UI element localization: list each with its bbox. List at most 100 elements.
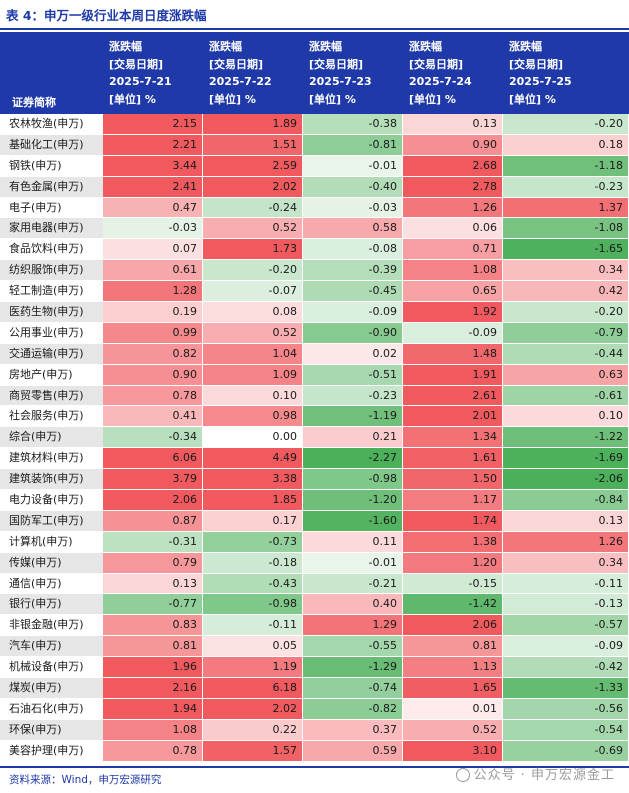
industry-name: 公用事业(申万) — [9, 325, 84, 339]
table-row: 煤炭(申万) 2.16 6.18 -0.74 1.65 -1.33 — [0, 678, 629, 699]
change-cell: -0.15 — [403, 573, 502, 594]
change-cell: -1.65 — [503, 239, 628, 260]
change-cell: 1.09 — [203, 364, 302, 385]
change-cell: 0.13 — [103, 573, 202, 594]
table-body: 农林牧渔(申万) 2.15 1.89 -0.38 0.13 -0.20 基础化工(申万) 2.… — [0, 114, 629, 762]
change-cell: 0.41 — [103, 406, 202, 427]
table-row: 国防军工(申万) 0.87 0.17 -1.60 1.74 0.13 — [0, 510, 629, 532]
change-cell: 0.78 — [103, 740, 202, 761]
column-header-line: [单位] % — [409, 92, 456, 106]
industry-name: 环保(申万) — [0, 719, 103, 740]
change-cell: 0.06 — [403, 218, 502, 239]
industry-name: 社会服务(申万) — [9, 409, 84, 423]
change-cell: -0.42 — [503, 657, 628, 678]
change-cell: 2.02 — [203, 698, 302, 719]
change-cell: -0.23 — [303, 385, 402, 406]
change-cell: -0.13 — [503, 594, 628, 615]
industry-name: 汽车(申万) — [0, 636, 103, 657]
change-cell: -1.29 — [303, 657, 402, 678]
bottom-rule — [0, 766, 629, 768]
change-cell: -0.20 — [503, 302, 628, 322]
change-cell: 0.08 — [203, 302, 302, 322]
change-cell: 1.04 — [203, 343, 302, 364]
change-cell: -0.38 — [303, 114, 402, 134]
industry-name: 钢铁(申万) — [9, 158, 62, 172]
change-cell: 1.51 — [203, 134, 302, 155]
change-cell: 0.42 — [503, 281, 628, 302]
change-cell: 1.34 — [403, 427, 502, 448]
industry-name: 电子(申万) — [9, 200, 62, 214]
change-cell: -0.34 — [103, 427, 202, 448]
industry-name: 有色金属(申万) — [0, 176, 103, 197]
change-cell: 0.05 — [203, 636, 302, 657]
change-cell: 0.63 — [503, 364, 628, 385]
table-row: 传媒(申万) 0.79 -0.18 -0.01 1.20 0.34 — [0, 552, 629, 574]
change-cell: 0.22 — [203, 719, 302, 740]
change-cell: 0.82 — [103, 343, 202, 364]
change-cell: -0.69 — [503, 740, 628, 761]
change-cell: -2.27 — [303, 448, 402, 469]
industry-name: 电力设备(申万) — [9, 493, 84, 507]
change-cell: 1.29 — [303, 615, 402, 636]
table-row: 交通运输(申万) 0.82 1.04 0.02 1.48 -0.44 — [0, 343, 629, 365]
industry-name: 国防军工(申万) — [0, 510, 103, 531]
change-cell: -0.18 — [203, 552, 302, 573]
column-header-line: [单位] % — [509, 92, 556, 106]
change-cell: 1.61 — [403, 448, 502, 469]
change-cell: 0.87 — [103, 510, 202, 531]
industry-name: 非银金融(申万) — [9, 618, 84, 632]
column-header-line: [单位] % — [309, 92, 356, 106]
change-cell: 2.06 — [103, 490, 202, 510]
change-cell: 0.98 — [203, 406, 302, 427]
change-cell: -0.73 — [203, 531, 302, 552]
industry-name: 轻工制造(申万) — [9, 284, 84, 298]
industry-name: 交通运输(申万) — [0, 343, 103, 364]
change-cell: 2.21 — [103, 134, 202, 155]
table-row: 轻工制造(申万) 1.28 -0.07 -0.45 0.65 0.42 — [0, 281, 629, 302]
change-cell: -0.51 — [303, 364, 402, 385]
change-cell: -0.55 — [303, 636, 402, 657]
change-cell: 2.02 — [203, 176, 302, 197]
change-cell: 4.49 — [203, 448, 302, 469]
table-row: 银行(申万) -0.77 -0.98 0.40 -1.42 -0.13 — [0, 594, 629, 615]
table-row: 基础化工(申万) 2.21 1.51 -0.81 0.90 0.18 — [0, 134, 629, 156]
industry-name: 食品饮料(申万) — [9, 242, 84, 256]
change-cell: -0.40 — [303, 176, 402, 197]
change-cell: -0.79 — [503, 322, 628, 343]
table-row: 有色金属(申万) 2.41 2.02 -0.40 2.78 -0.23 — [0, 176, 629, 198]
column-header-line: [交易日期] — [509, 57, 564, 71]
change-cell: 0.07 — [103, 239, 202, 260]
column-header-line: 2025-7-22 — [209, 75, 272, 88]
change-cell: -0.09 — [303, 302, 402, 322]
table-row: 农林牧渔(申万) 2.15 1.89 -0.38 0.13 -0.20 — [0, 114, 629, 135]
change-cell: 0.34 — [503, 552, 628, 573]
table-row: 通信(申万) 0.13 -0.43 -0.21 -0.15 -0.11 — [0, 573, 629, 595]
column-header: 涨跌幅 [交易日期] 2025-7-22 [单位] % — [209, 38, 272, 108]
industry-name: 家用电器(申万) — [0, 218, 103, 239]
change-cell: -0.11 — [503, 573, 628, 594]
table-row: 美容护理(申万) 0.78 1.57 0.59 3.10 -0.69 — [0, 740, 629, 762]
change-cell: 1.28 — [103, 281, 202, 302]
change-cell: 0.71 — [403, 239, 502, 260]
change-cell: 0.81 — [103, 636, 202, 657]
change-cell: 0.13 — [403, 114, 502, 134]
change-cell: 0.52 — [203, 322, 302, 343]
change-cell: 1.65 — [403, 678, 502, 698]
change-cell: 0.01 — [403, 698, 502, 719]
change-cell: 0.21 — [303, 427, 402, 448]
title-rule — [0, 28, 629, 30]
change-cell: 2.41 — [103, 176, 202, 197]
change-cell: 0.02 — [303, 343, 402, 364]
change-cell: 0.78 — [103, 385, 202, 406]
change-cell: 1.94 — [103, 698, 202, 719]
change-cell: 6.06 — [103, 448, 202, 469]
industry-name: 农林牧渔(申万) — [9, 117, 84, 130]
change-cell: 1.50 — [403, 469, 502, 490]
column-header-line: 涨跌幅 — [409, 40, 442, 53]
change-cell: -0.39 — [303, 260, 402, 281]
table-row: 医药生物(申万) 0.19 0.08 -0.09 1.92 -0.20 — [0, 302, 629, 323]
table-row: 商贸零售(申万) 0.78 0.10 -0.23 2.61 -0.61 — [0, 385, 629, 407]
change-cell: -1.69 — [503, 448, 628, 469]
change-cell: 0.52 — [203, 218, 302, 239]
change-cell: -0.20 — [203, 260, 302, 281]
